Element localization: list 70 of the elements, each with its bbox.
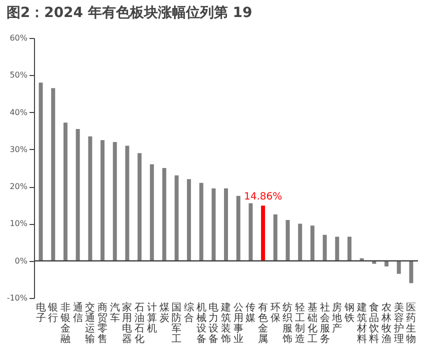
y-tick-label: -10% — [6, 294, 28, 302]
bar — [261, 206, 266, 261]
bar — [174, 175, 179, 261]
bar — [51, 88, 56, 261]
y-tick-label: 40% — [10, 108, 28, 117]
y-tick-label: 30% — [10, 144, 28, 154]
x-tick-label: 电子 — [36, 302, 46, 324]
x-tick-label: 家用电器 — [122, 302, 132, 345]
chart-title: 图2：2024 年有色板块涨幅位列第 19 — [6, 5, 252, 21]
x-tick-label: 通信 — [72, 302, 83, 324]
x-tick-label: 银行 — [47, 302, 58, 324]
x-tick-label: 纺织服饰 — [282, 302, 293, 345]
y-tick-label: 60% — [10, 34, 28, 42]
bar — [186, 179, 191, 261]
x-tick-label: 建筑材料 — [356, 302, 367, 345]
bar — [322, 234, 327, 261]
x-tick-label: 计算机 — [146, 302, 157, 334]
bar — [76, 129, 80, 261]
x-tick-label: 有色金属 — [258, 302, 268, 345]
x-tick-label: 交通运输 — [85, 302, 96, 345]
bar — [236, 196, 240, 261]
x-tick-label: 电力设备 — [208, 302, 219, 345]
bar — [335, 236, 340, 261]
x-tick-label: 煤炭 — [159, 302, 170, 324]
x-tick-label: 商贸零售 — [98, 302, 108, 345]
x-tick-label: 传媒 — [246, 302, 256, 324]
x-tick-label: 国防军工 — [172, 302, 182, 345]
x-tick-label: 建筑装饰 — [220, 302, 231, 345]
y-tick-label: 50% — [10, 70, 28, 80]
x-tick-label: 非银金融 — [59, 302, 70, 345]
bar — [100, 140, 105, 261]
bar — [409, 260, 414, 284]
x-tick-label: 房地产 — [331, 302, 342, 334]
x-tick-label: 钢铁 — [343, 302, 354, 324]
y-tick-label: 0% — [14, 256, 28, 266]
bar — [310, 226, 314, 261]
bar — [150, 164, 154, 261]
y-tick-label: 10% — [10, 219, 28, 228]
bar — [88, 136, 92, 261]
bar — [38, 82, 43, 261]
bar — [138, 153, 142, 261]
bar — [248, 203, 253, 261]
x-tick-label: 农林牧渔 — [380, 302, 392, 345]
data-label: 14.86% — [244, 192, 282, 203]
bar — [286, 220, 290, 261]
bar — [273, 214, 278, 261]
y-tick-label: 20% — [10, 182, 28, 192]
x-tick-label: 石油石化 — [134, 302, 145, 345]
bar — [199, 182, 204, 261]
bar — [347, 236, 352, 261]
x-tick-label: 公用事业 — [233, 302, 244, 345]
x-tick-label: 医药生物 — [406, 302, 416, 345]
x-tick-label: 机械设备 — [196, 302, 206, 345]
bar — [212, 188, 216, 261]
bar — [384, 260, 389, 266]
x-tick-label: 汽车 — [110, 302, 120, 324]
bar — [396, 260, 401, 274]
bar — [112, 142, 117, 261]
x-tick-label: 轻工制造 — [295, 302, 306, 345]
x-tick-label: 环保 — [270, 302, 280, 324]
x-tick-label: 社会服务 — [320, 302, 330, 345]
bar — [63, 122, 68, 261]
x-tick-label: 综合 — [184, 302, 194, 324]
x-tick-label: 食品饮料 — [368, 302, 380, 345]
bar — [162, 168, 166, 261]
bar — [125, 146, 130, 261]
x-tick-label: 基础化工 — [306, 302, 318, 345]
bar — [224, 188, 228, 261]
bar — [298, 224, 302, 261]
x-tick-label: 美容护理 — [392, 302, 404, 345]
